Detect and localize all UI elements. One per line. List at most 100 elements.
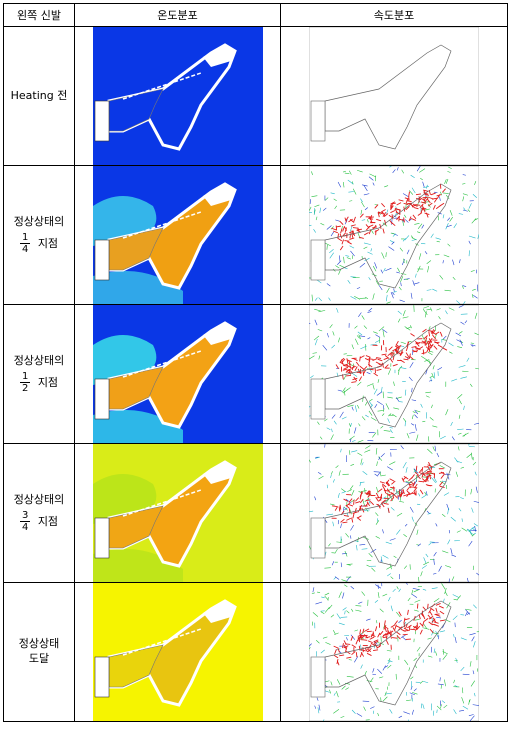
flow-vector-hot	[376, 218, 382, 222]
flow-vector	[469, 383, 473, 388]
flow-vector-hot	[421, 478, 427, 483]
flow-vector	[328, 297, 331, 301]
flow-vector	[393, 407, 400, 410]
flow-vector-hot	[434, 613, 440, 615]
flow-vector	[324, 607, 330, 613]
row-label: 정상상태의 1 4 지점	[3, 165, 75, 305]
flow-vector-hot	[337, 647, 340, 653]
flow-vector-hot	[351, 651, 356, 656]
flow-vector	[368, 552, 373, 558]
flow-vector	[418, 253, 422, 260]
flow-vector-hot	[395, 625, 401, 629]
flow-vector-hot	[401, 477, 405, 483]
flow-vector-hot	[353, 216, 356, 222]
flow-vector	[337, 260, 342, 265]
flow-vector-hot	[415, 204, 421, 206]
flow-vector-hot	[408, 216, 412, 222]
flow-vector-hot	[428, 329, 434, 332]
flow-vector	[331, 428, 333, 433]
flow-vector-hot	[341, 358, 346, 364]
flow-vector-hot	[398, 216, 400, 222]
flow-vector	[333, 420, 337, 425]
flow-vector	[337, 389, 343, 392]
flow-vector	[350, 296, 357, 300]
flow-vector	[399, 247, 403, 252]
flow-vector	[363, 509, 370, 511]
flow-vector	[404, 219, 409, 223]
temperature-plot	[92, 444, 263, 582]
flow-vector	[455, 471, 459, 477]
flow-vector-hot	[385, 639, 389, 645]
flow-vector	[344, 172, 350, 174]
flow-vector	[349, 509, 352, 515]
flow-vector	[412, 280, 415, 286]
flow-vector	[453, 598, 458, 601]
flow-vector	[423, 305, 430, 309]
flow-vector-hot	[343, 366, 349, 370]
flow-vector	[417, 223, 423, 229]
flow-vector-hot	[366, 501, 371, 507]
flow-vector	[314, 338, 318, 346]
flow-vector	[387, 418, 390, 424]
flow-vector-hot	[339, 220, 344, 225]
flow-vector	[423, 624, 428, 629]
flow-vector	[431, 477, 437, 483]
flow-vector	[451, 576, 455, 581]
flow-vector-hot	[346, 656, 352, 659]
flow-vector	[330, 474, 332, 478]
flow-vector	[426, 289, 432, 291]
flow-vector	[435, 523, 438, 527]
flow-vector-hot	[411, 218, 417, 221]
flow-vector	[436, 452, 440, 458]
flow-vector	[331, 414, 336, 419]
flow-vector	[330, 231, 334, 237]
fraction-numerator: 1	[19, 232, 31, 245]
flow-vector	[444, 618, 451, 623]
flow-vector	[389, 461, 396, 466]
flow-vector	[378, 456, 383, 461]
shoe-toe	[202, 45, 235, 67]
flow-vector	[309, 510, 314, 513]
flow-vector	[362, 184, 368, 187]
flow-vector	[354, 656, 359, 663]
flow-vector-hot	[430, 331, 436, 335]
flow-vector	[376, 486, 379, 494]
flow-vector	[466, 577, 469, 582]
flow-vector-hot	[427, 340, 433, 345]
flow-vector-hot	[381, 362, 384, 368]
flow-vector-hot	[373, 649, 379, 651]
flow-vector	[349, 245, 355, 249]
flow-vector	[413, 468, 419, 474]
flow-vector	[406, 326, 412, 330]
flow-vector	[447, 171, 451, 173]
flow-vector	[431, 630, 434, 636]
velocity-cell	[280, 582, 508, 722]
temperature-cell	[74, 443, 281, 583]
flow-vector	[358, 423, 361, 427]
flow-vector	[470, 344, 474, 347]
flow-vector-hot	[414, 483, 418, 489]
flow-vector	[350, 250, 355, 257]
flow-vector	[430, 233, 434, 238]
flow-vector	[361, 462, 364, 466]
flow-vector	[454, 457, 459, 463]
flow-vector	[326, 225, 332, 230]
flow-vector	[362, 500, 365, 506]
flow-vector-hot	[394, 624, 397, 630]
flow-vector	[416, 166, 421, 172]
flow-vector	[340, 715, 345, 719]
flow-vector	[455, 332, 462, 337]
flow-vector-hot	[344, 240, 350, 242]
row-label-text: Heating 전	[10, 88, 68, 102]
flow-vector	[345, 682, 351, 685]
flow-vector	[411, 709, 414, 715]
flow-vector-hot	[342, 643, 344, 649]
velocity-plot	[309, 166, 479, 304]
flow-vector	[328, 543, 331, 547]
flow-vector-hot	[428, 337, 433, 343]
flow-vector-hot	[403, 202, 409, 206]
flow-vector	[468, 714, 474, 717]
flow-vector	[439, 196, 441, 201]
flow-vector-hot	[399, 351, 404, 357]
flow-vector	[409, 190, 414, 195]
